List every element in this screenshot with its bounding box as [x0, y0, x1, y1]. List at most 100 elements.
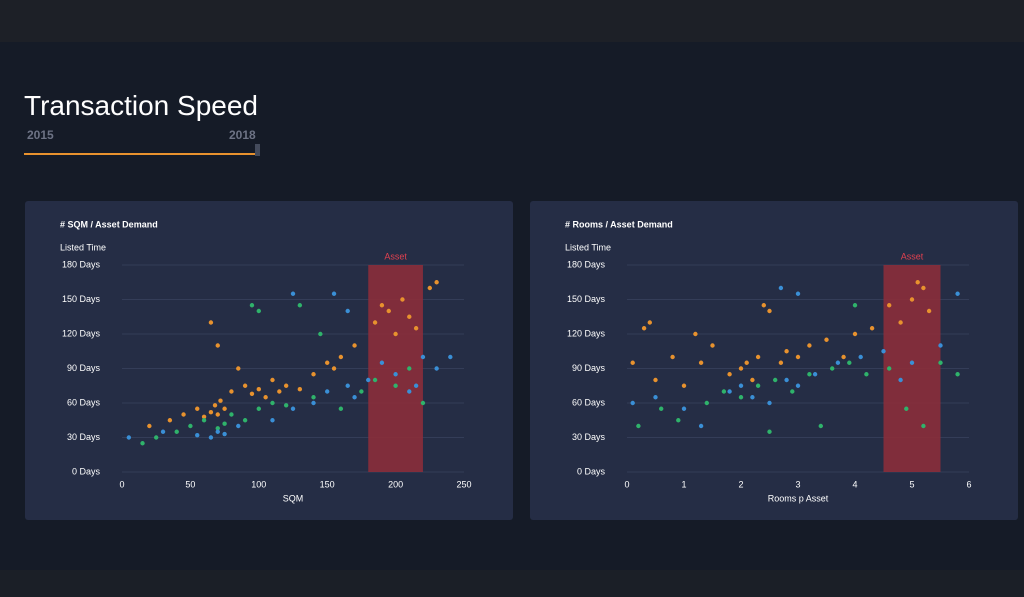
scatter-point [909, 360, 915, 365]
scatter-point [147, 423, 152, 429]
scatter-point [784, 349, 789, 354]
scatter-point [140, 441, 145, 446]
scatter-point [331, 291, 337, 296]
x-tick-label: 0 [624, 479, 629, 489]
chart-title: # Rooms / Asset Demand [565, 219, 673, 229]
scatter-point [761, 303, 766, 308]
highlight-band [883, 265, 941, 472]
scatter-point [926, 308, 932, 314]
x-tick-label: 1 [681, 479, 686, 489]
scatter-point [386, 308, 391, 314]
scatter-point [778, 360, 784, 365]
scatter-point [297, 387, 303, 392]
scatter-point [338, 406, 344, 411]
year-slider[interactable] [24, 153, 260, 155]
scatter-point [824, 337, 829, 342]
scatter-point [236, 423, 241, 429]
scatter-point [830, 366, 835, 371]
scatter-point [174, 429, 179, 434]
scatter-point [215, 343, 220, 348]
scatter-point [325, 389, 330, 394]
x-tick-label: 250 [456, 479, 471, 489]
scatter-point [208, 435, 214, 440]
scatter-point [653, 395, 658, 400]
scatter-point [393, 372, 398, 377]
scatter-point [379, 303, 385, 308]
x-tick-label: 100 [251, 479, 266, 489]
x-tick-label: 2 [738, 479, 743, 489]
scatter-point [427, 285, 432, 291]
scatter-point [841, 354, 846, 360]
x-tick-label: 200 [388, 479, 403, 489]
y-tick-label: 90 Days [572, 363, 606, 373]
scatter-point [249, 391, 255, 396]
y-tick-label: 0 Days [577, 466, 606, 476]
y-tick-label: 120 Days [567, 328, 606, 338]
scatter-point [915, 280, 920, 285]
scatter-point [630, 360, 635, 365]
scatter-point [413, 326, 419, 331]
scatter-point [160, 429, 166, 434]
scatter-point [215, 426, 220, 431]
scatter-point [647, 320, 652, 325]
scatter-point [790, 389, 795, 394]
scatter-point [693, 331, 698, 337]
scatter-point [407, 389, 412, 394]
scatter-point [195, 406, 200, 411]
slider-handle[interactable] [255, 144, 260, 156]
scatter-point [727, 389, 732, 394]
scatter-point [721, 389, 727, 394]
scatter-point [297, 303, 303, 308]
scatter-point [698, 360, 704, 365]
scatter-point [407, 314, 412, 319]
scatter-point [352, 343, 357, 348]
scatter-point [372, 377, 378, 383]
scatter-point [400, 297, 405, 302]
scatter-point [420, 400, 426, 406]
scatter-point [852, 331, 858, 337]
scatter-point [767, 308, 772, 314]
slider-end: 2018 [229, 128, 256, 142]
scatter-point [318, 331, 323, 337]
x-tick-label: 150 [320, 479, 335, 489]
scatter-point [767, 429, 772, 434]
scatter-point [229, 389, 234, 394]
scatter-point [249, 303, 255, 308]
scatter-point [379, 360, 385, 365]
scatter-point [242, 418, 248, 423]
y-axis-label: Listed Time [565, 242, 611, 252]
scatter-point [807, 343, 812, 348]
scatter-point [881, 349, 886, 354]
scatter-point [277, 389, 282, 394]
scatter-point [681, 406, 687, 411]
scatter-point [434, 366, 439, 371]
scatter-point [181, 412, 186, 417]
y-axis-label: Listed Time [60, 242, 106, 252]
scatter-point [795, 291, 801, 296]
scatter-point [898, 377, 903, 383]
scatter-point [345, 308, 350, 314]
scatter-point [222, 431, 227, 437]
y-tick-label: 30 Days [67, 432, 101, 442]
scatter-point [420, 354, 426, 360]
scatter-point [352, 395, 357, 400]
scatter-point [393, 383, 398, 388]
scatter-point [222, 421, 227, 426]
scatter-point [311, 400, 316, 406]
scatter-point [710, 343, 715, 348]
scatter-point [256, 308, 261, 314]
scatter-point [784, 377, 789, 383]
scatter-point [750, 377, 755, 383]
scatter-point [366, 377, 371, 383]
scatter-point [167, 418, 173, 423]
scatter-point [755, 383, 761, 388]
scatter-point [847, 360, 852, 365]
top-bar [0, 0, 1024, 42]
scatter-point [270, 377, 275, 383]
scatter-point [201, 418, 207, 423]
y-tick-label: 150 Days [62, 294, 101, 304]
scatter-point [311, 372, 316, 377]
scatter-point [359, 389, 364, 394]
y-tick-label: 90 Days [67, 363, 101, 373]
